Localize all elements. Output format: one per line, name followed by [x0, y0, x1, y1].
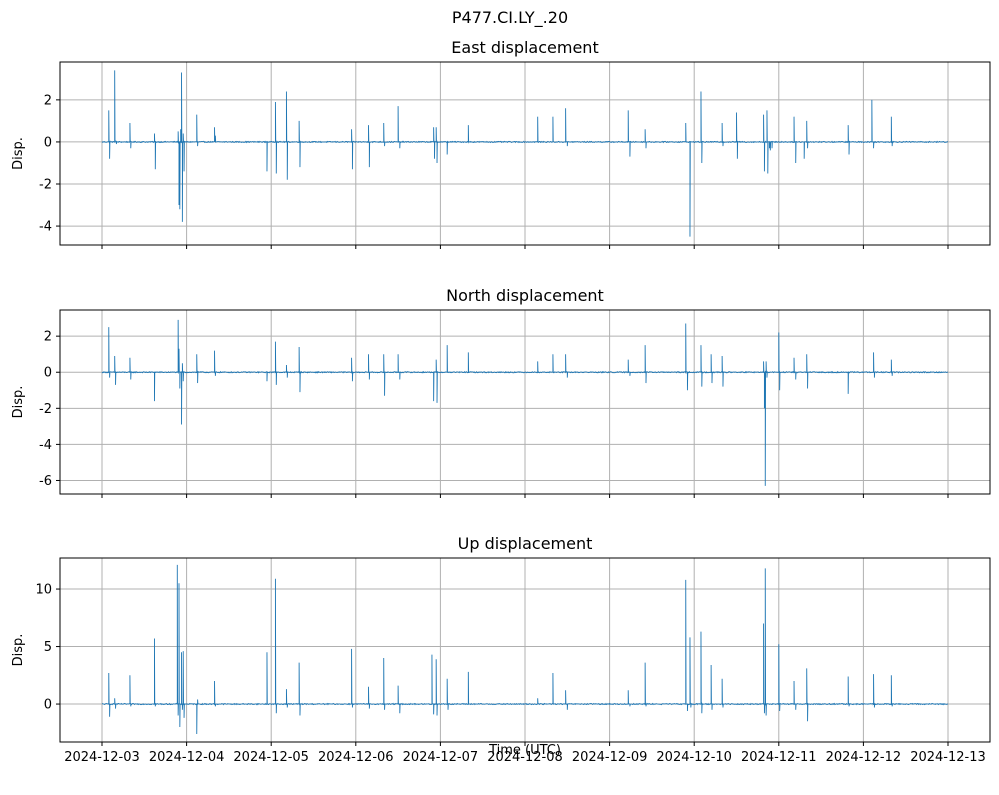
y-tick-label: -6 [39, 474, 52, 489]
x-tick-label: 2024-12-07 [403, 750, 479, 765]
y-axis-label: Disp. [11, 634, 26, 667]
subplot-title: North displacement [446, 286, 604, 305]
y-axis-label: Disp. [11, 137, 26, 170]
subplot-title: East displacement [451, 38, 598, 57]
x-tick-label: 2024-12-10 [656, 750, 732, 765]
y-tick-label: -4 [39, 220, 52, 235]
x-tick-label: 2024-12-06 [318, 750, 394, 765]
plot-frame [59, 309, 991, 495]
displacement-trace [101, 70, 949, 237]
x-tick-label: 2024-12-09 [572, 750, 648, 765]
x-tick-label: 2024-12-04 [149, 750, 225, 765]
displacement-trace [101, 319, 949, 486]
x-tick-label: 2024-12-11 [741, 750, 817, 765]
y-tick-label: -2 [39, 402, 52, 417]
y-tick-label: 5 [44, 640, 52, 655]
plot-frame [59, 61, 991, 246]
x-tick-label: 2024-12-12 [826, 750, 902, 765]
subplot-1: -4 -2 0 2 East displacement Disp. [11, 38, 991, 249]
x-tick-label: 2024-12-08 [487, 750, 563, 765]
displacement-trace [101, 564, 949, 734]
y-tick-label: 2 [44, 93, 52, 108]
figure-title: P477.CI.LY_.20 [452, 8, 568, 28]
plot-frame [59, 557, 991, 743]
y-axis-label: Disp. [11, 386, 26, 419]
y-tick-label: 10 [35, 583, 52, 598]
y-tick-label: 2 [44, 330, 52, 345]
y-tick-label: 0 [44, 135, 52, 150]
x-axis-label: Time (UTC) [488, 743, 561, 758]
subplot-panels: -4 -2 0 2 East displacement Disp. -6 -4 -2 0 2 Nort… [11, 38, 991, 765]
y-tick-label: -2 [39, 178, 52, 193]
subplot-title: Up displacement [458, 534, 593, 553]
subplot-2: -6 -4 -2 0 2 North displacement Disp. [11, 286, 991, 498]
subplot-3: 0 5 10 Up displacement Disp. 2024-12-03 2024-1… [11, 534, 991, 765]
y-tick-label: 0 [44, 366, 52, 381]
y-tick-label: 0 [44, 698, 52, 713]
y-tick-label: -4 [39, 438, 52, 453]
x-tick-label: 2024-12-03 [64, 750, 140, 765]
x-tick-label: 2024-12-05 [233, 750, 309, 765]
x-tick-label: 2024-12-13 [910, 750, 986, 765]
